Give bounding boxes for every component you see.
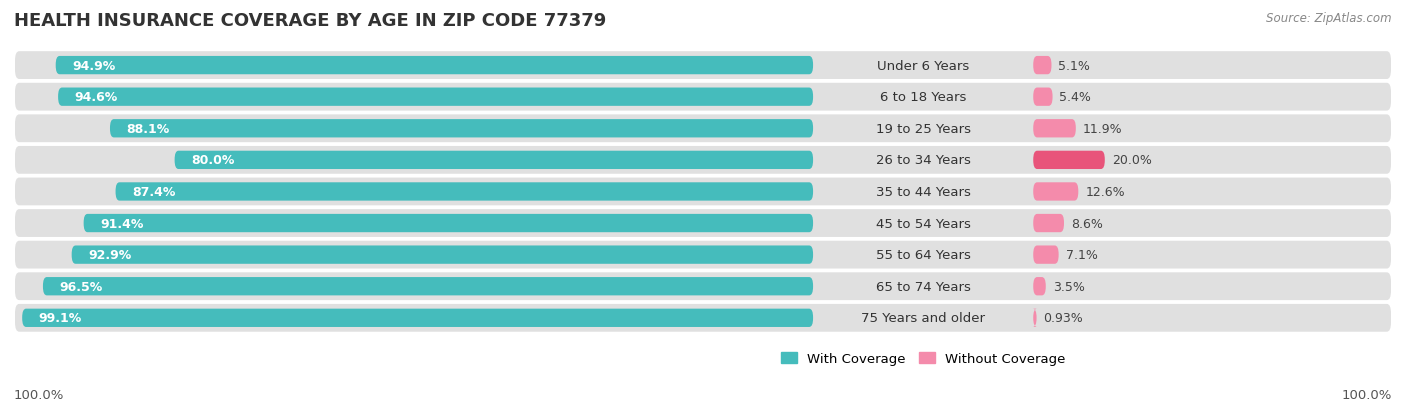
FancyBboxPatch shape <box>1033 120 1076 138</box>
Text: 8.6%: 8.6% <box>1071 217 1102 230</box>
Text: 7.1%: 7.1% <box>1066 249 1098 261</box>
Text: 26 to 34 Years: 26 to 34 Years <box>876 154 970 167</box>
FancyBboxPatch shape <box>22 309 813 327</box>
Text: HEALTH INSURANCE COVERAGE BY AGE IN ZIP CODE 77379: HEALTH INSURANCE COVERAGE BY AGE IN ZIP … <box>14 12 606 30</box>
FancyBboxPatch shape <box>58 88 813 107</box>
Text: 92.9%: 92.9% <box>89 249 131 261</box>
Text: 3.5%: 3.5% <box>1053 280 1084 293</box>
FancyBboxPatch shape <box>15 273 1391 300</box>
FancyBboxPatch shape <box>1033 183 1078 201</box>
FancyBboxPatch shape <box>15 52 1391 80</box>
Text: 20.0%: 20.0% <box>1112 154 1152 167</box>
FancyBboxPatch shape <box>15 115 1391 143</box>
Text: 80.0%: 80.0% <box>191 154 235 167</box>
FancyBboxPatch shape <box>15 210 1391 237</box>
Text: 75 Years and older: 75 Years and older <box>860 311 986 325</box>
FancyBboxPatch shape <box>115 183 813 201</box>
FancyBboxPatch shape <box>15 178 1391 206</box>
Text: Under 6 Years: Under 6 Years <box>877 59 969 72</box>
FancyBboxPatch shape <box>110 120 813 138</box>
Text: 5.4%: 5.4% <box>1060 91 1091 104</box>
Text: 100.0%: 100.0% <box>1341 388 1392 401</box>
FancyBboxPatch shape <box>174 151 813 170</box>
FancyBboxPatch shape <box>15 304 1391 332</box>
Text: 88.1%: 88.1% <box>127 123 170 135</box>
Text: 65 to 74 Years: 65 to 74 Years <box>876 280 970 293</box>
Text: 94.6%: 94.6% <box>75 91 118 104</box>
Text: 12.6%: 12.6% <box>1085 185 1125 199</box>
Text: 91.4%: 91.4% <box>100 217 143 230</box>
FancyBboxPatch shape <box>72 246 813 264</box>
FancyBboxPatch shape <box>1033 88 1053 107</box>
FancyBboxPatch shape <box>83 214 813 233</box>
FancyBboxPatch shape <box>1033 57 1052 75</box>
FancyBboxPatch shape <box>1033 309 1038 327</box>
FancyBboxPatch shape <box>56 57 813 75</box>
FancyBboxPatch shape <box>15 147 1391 174</box>
FancyBboxPatch shape <box>15 83 1391 112</box>
FancyBboxPatch shape <box>44 278 813 296</box>
Legend: With Coverage, Without Coverage: With Coverage, Without Coverage <box>776 347 1071 371</box>
FancyBboxPatch shape <box>15 241 1391 269</box>
FancyBboxPatch shape <box>1033 278 1046 296</box>
Text: 6 to 18 Years: 6 to 18 Years <box>880 91 966 104</box>
Text: 45 to 54 Years: 45 to 54 Years <box>876 217 970 230</box>
Text: 11.9%: 11.9% <box>1083 123 1122 135</box>
Text: 94.9%: 94.9% <box>72 59 115 72</box>
Text: 87.4%: 87.4% <box>132 185 176 199</box>
Text: 55 to 64 Years: 55 to 64 Years <box>876 249 970 261</box>
Text: 100.0%: 100.0% <box>14 388 65 401</box>
Text: 96.5%: 96.5% <box>59 280 103 293</box>
Text: 99.1%: 99.1% <box>39 311 82 325</box>
Text: 5.1%: 5.1% <box>1059 59 1090 72</box>
Text: 19 to 25 Years: 19 to 25 Years <box>876 123 970 135</box>
Text: Source: ZipAtlas.com: Source: ZipAtlas.com <box>1267 12 1392 25</box>
Text: 35 to 44 Years: 35 to 44 Years <box>876 185 970 199</box>
FancyBboxPatch shape <box>1033 214 1064 233</box>
Text: 0.93%: 0.93% <box>1043 311 1083 325</box>
FancyBboxPatch shape <box>1033 151 1105 170</box>
FancyBboxPatch shape <box>1033 246 1059 264</box>
